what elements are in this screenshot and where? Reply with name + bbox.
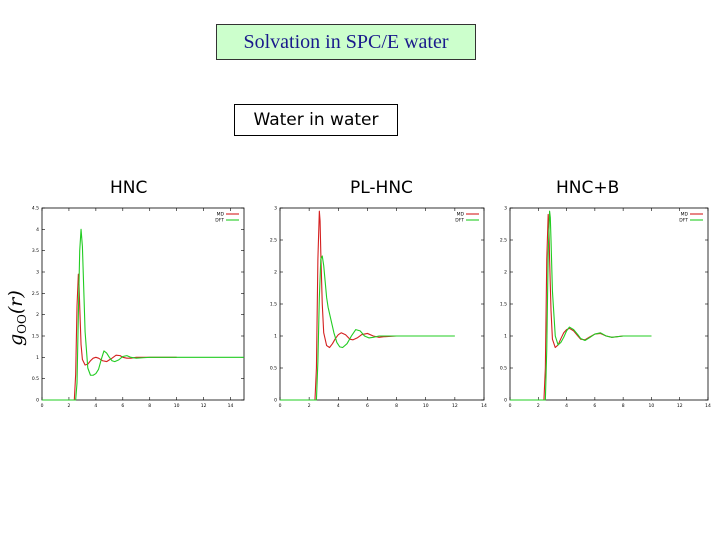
x-tick-label: 12 xyxy=(677,403,683,409)
y-tick-label: 1 xyxy=(274,334,277,340)
x-tick-label: 8 xyxy=(148,403,151,409)
y-tick-label: 3 xyxy=(274,206,277,212)
y-tick-label: 2 xyxy=(504,270,507,276)
y-tick-label: 0.5 xyxy=(270,366,277,372)
series-line-dft xyxy=(42,228,244,401)
x-tick-label: 0 xyxy=(509,403,512,409)
x-tick-label: 10 xyxy=(649,403,655,409)
x-tick-label: 10 xyxy=(174,403,180,409)
x-tick-label: 12 xyxy=(452,403,458,409)
series-line-dft xyxy=(510,210,652,401)
x-tick-label: 2 xyxy=(308,403,311,409)
y-tick-label: 2.5 xyxy=(32,291,39,297)
y-label-subscript: OO xyxy=(15,314,28,334)
x-tick-label: 4 xyxy=(94,403,97,409)
y-tick-label: 0.5 xyxy=(500,366,507,372)
x-tick-label: 8 xyxy=(395,403,398,409)
y-tick-label: 1.5 xyxy=(500,302,507,308)
x-tick-label: 8 xyxy=(622,403,625,409)
x-tick-label: 4 xyxy=(337,403,340,409)
legend-label-dft: DFT xyxy=(215,218,224,224)
x-tick-label: 6 xyxy=(593,403,596,409)
x-tick-label: 2 xyxy=(537,403,540,409)
legend-label-dft: DFT xyxy=(455,218,464,224)
y-tick-label: 1.5 xyxy=(270,302,277,308)
x-tick-label: 2 xyxy=(67,403,70,409)
y-label-base: g xyxy=(5,334,27,346)
y-tick-label: 4 xyxy=(36,227,39,233)
x-tick-label: 6 xyxy=(121,403,124,409)
y-tick-label: 4.5 xyxy=(32,206,39,212)
y-axis-label: gOO(r) xyxy=(2,264,29,354)
y-tick-label: 0 xyxy=(504,398,507,404)
slide-subtitle: Water in water xyxy=(234,104,398,136)
chart-hnc: 0 0.5 1 1.5 2 2.5 3 3.5 4 4.5 0 2 4 6 8 10 12 14 MD DFT xyxy=(28,200,250,412)
x-tick-label: 6 xyxy=(366,403,369,409)
x-tick-label: 14 xyxy=(228,403,234,409)
panel-title-hnc-b: HNC+B xyxy=(556,178,620,198)
y-tick-label: 0 xyxy=(36,398,39,404)
legend-label-md: MD xyxy=(681,212,689,218)
y-tick-label: 2.5 xyxy=(500,238,507,244)
series-line-dft xyxy=(280,255,455,401)
x-tick-label: 0 xyxy=(279,403,282,409)
y-tick-label: 0.5 xyxy=(32,376,39,382)
y-tick-label: 0 xyxy=(274,398,277,404)
y-tick-label: 1 xyxy=(36,355,39,361)
y-tick-label: 2 xyxy=(274,270,277,276)
plot-frame xyxy=(279,207,485,401)
x-tick-label: 14 xyxy=(481,403,487,409)
x-tick-label: 14 xyxy=(705,403,711,409)
x-tick-label: 0 xyxy=(41,403,44,409)
panel-title-hnc: HNC xyxy=(110,178,148,198)
chart-pl-hnc: 0 0.5 1 1.5 2 2.5 3 0 2 4 6 8 10 12 14 MD DFT xyxy=(262,200,490,412)
y-tick-label: 2 xyxy=(36,312,39,318)
y-tick-label: 3 xyxy=(36,270,39,276)
plot-frame xyxy=(41,207,245,401)
slide-title: Solvation in SPC/E water xyxy=(216,24,476,60)
y-tick-label: 1 xyxy=(504,334,507,340)
svg-text:gOO(r): gOO(r) xyxy=(5,290,28,346)
legend-label-dft: DFT xyxy=(679,218,688,224)
panel-title-pl-hnc: PL-HNC xyxy=(350,178,413,198)
y-tick-label: 3.5 xyxy=(32,248,39,254)
legend-label-md: MD xyxy=(217,212,225,218)
chart-hnc-b: 0 0.5 1 1.5 2 2.5 3 0 2 4 6 8 10 12 14 MD DFT xyxy=(494,200,716,412)
x-tick-label: 10 xyxy=(423,403,429,409)
plot-frame xyxy=(509,207,709,401)
x-tick-label: 12 xyxy=(201,403,207,409)
y-tick-label: 2.5 xyxy=(270,238,277,244)
y-tick-label: 1.5 xyxy=(32,334,39,340)
y-tick-label: 3 xyxy=(504,206,507,212)
y-label-args: (r) xyxy=(5,290,27,314)
legend-label-md: MD xyxy=(457,212,465,218)
x-tick-label: 4 xyxy=(565,403,568,409)
